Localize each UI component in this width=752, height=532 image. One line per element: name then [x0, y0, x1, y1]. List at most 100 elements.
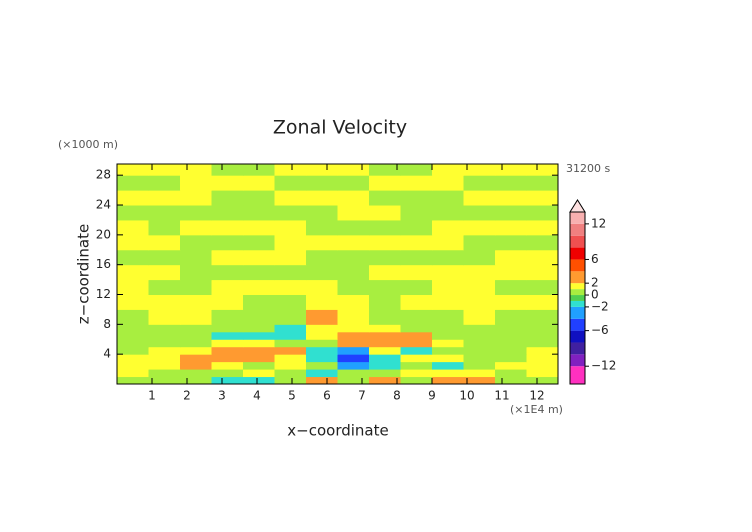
heatmap-cell — [463, 190, 496, 206]
heatmap-cell — [400, 324, 433, 333]
heatmap-cell — [211, 324, 244, 333]
colorbar-extension — [569, 199, 586, 213]
colorbar-segment — [570, 354, 585, 367]
heatmap-cell — [400, 219, 433, 236]
heatmap-cell — [306, 249, 338, 266]
heatmap-cell — [306, 279, 338, 296]
heatmap-cell — [495, 324, 527, 333]
heatmap-cell — [148, 339, 181, 348]
heatmap-cell — [526, 294, 559, 310]
heatmap-cell — [432, 369, 464, 378]
heatmap-cell — [117, 190, 149, 206]
heatmap-cell — [211, 219, 244, 236]
heatmap-cell — [180, 369, 212, 378]
heatmap-cell — [306, 369, 338, 378]
heatmap-cell — [432, 376, 464, 385]
heatmap-cell — [526, 369, 559, 378]
heatmap-cell — [274, 324, 307, 333]
heatmap-cell — [117, 175, 149, 191]
heatmap-cell — [148, 175, 181, 191]
x-tick-label: 5 — [288, 389, 296, 403]
heatmap-cell — [526, 346, 559, 355]
heatmap-cell — [432, 234, 464, 251]
heatmap-cell — [432, 331, 464, 340]
heatmap-cell — [211, 346, 244, 355]
colorbar-segment — [570, 318, 585, 331]
heatmap-cell — [274, 354, 307, 363]
heatmap-cell — [148, 234, 181, 251]
heatmap-cell — [432, 354, 464, 363]
heatmap-cell — [211, 294, 244, 310]
heatmap-cell — [148, 309, 181, 325]
y-tick-label: 24 — [96, 198, 111, 212]
heatmap-cell — [243, 339, 275, 348]
heatmap-cell — [180, 361, 212, 370]
heatmap-cell — [274, 339, 307, 348]
y-tick-label: 12 — [96, 287, 111, 301]
heatmap-cell — [369, 249, 401, 266]
heatmap-cell — [211, 279, 244, 296]
heatmap-cell — [243, 234, 275, 251]
heatmap-cell — [243, 294, 275, 310]
heatmap-cell — [337, 234, 370, 251]
heatmap-cell — [180, 249, 212, 266]
heatmap-cell — [526, 164, 559, 176]
heatmap-cell — [148, 354, 181, 363]
heatmap-cell — [243, 219, 275, 236]
heatmap-cell — [495, 339, 527, 348]
heatmap-cell — [463, 309, 496, 325]
heatmap-cell — [369, 369, 401, 378]
heatmap-cell — [400, 205, 433, 221]
heatmap-cell — [432, 219, 464, 236]
heatmap-cell — [495, 346, 527, 355]
heatmap-cell — [400, 234, 433, 251]
heatmap-cell — [432, 279, 464, 296]
colorbar-segment — [570, 223, 585, 236]
heatmap-cell — [432, 324, 464, 333]
x-tick-label: 11 — [494, 389, 509, 403]
heatmap-cell — [180, 164, 212, 176]
heatmap-cell — [526, 264, 559, 281]
heatmap-cell — [180, 346, 212, 355]
heatmap-cell — [306, 376, 338, 385]
heatmap-cell — [400, 164, 433, 176]
heatmap-cell — [117, 376, 149, 385]
heatmap-cell — [211, 331, 244, 340]
x-tick-label: 3 — [218, 389, 226, 403]
heatmap-cell — [495, 164, 527, 176]
colorbar-tick-label: 6 — [591, 252, 599, 266]
heatmap-cell — [180, 190, 212, 206]
heatmap-cell — [306, 339, 338, 348]
colorbar-tick-label: 2 — [591, 276, 599, 290]
heatmap-cell — [211, 205, 244, 221]
heatmap-cell — [463, 234, 496, 251]
heatmap-cell — [463, 294, 496, 310]
heatmap-cell — [211, 190, 244, 206]
heatmap-cell — [432, 175, 464, 191]
heatmap-cell — [369, 376, 401, 385]
heatmap-cell — [306, 219, 338, 236]
heatmap-cell — [306, 361, 338, 370]
heatmap-cell — [463, 346, 496, 355]
heatmap-cell — [243, 361, 275, 370]
heatmap-cell — [274, 175, 307, 191]
heatmap-cell — [432, 309, 464, 325]
heatmap-cell — [463, 279, 496, 296]
heatmap-cell — [526, 190, 559, 206]
heatmap-cell — [243, 175, 275, 191]
x-tick-label: 2 — [183, 389, 191, 403]
colorbar-tick-label: −12 — [591, 359, 616, 373]
heatmap-cell — [243, 249, 275, 266]
heatmap-cell — [400, 309, 433, 325]
heatmap-cell — [180, 331, 212, 340]
colorbar-segment — [570, 283, 585, 290]
heatmap-cell — [180, 279, 212, 296]
heatmap-cell — [117, 324, 149, 333]
heatmap-cell — [274, 331, 307, 340]
heatmap-cell — [148, 369, 181, 378]
heatmap-cell — [495, 369, 527, 378]
heatmap-cell — [495, 331, 527, 340]
heatmap-cell — [369, 354, 401, 363]
heatmap-cell — [274, 376, 307, 385]
